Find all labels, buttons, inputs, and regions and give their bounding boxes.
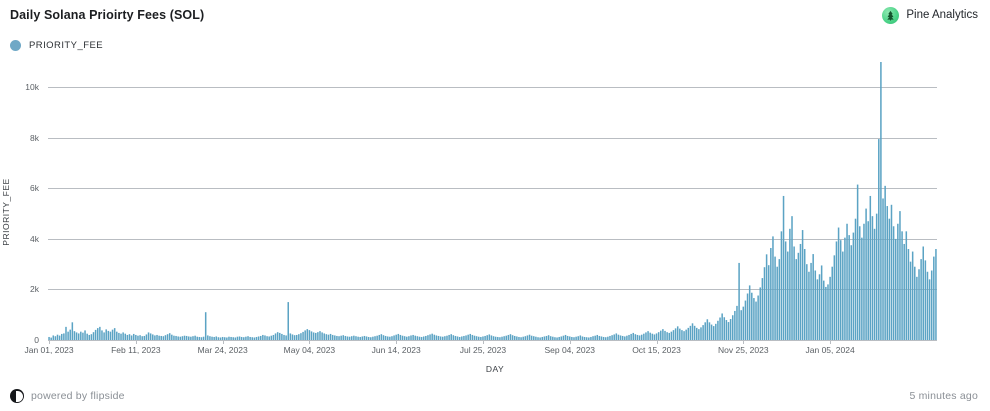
x-tick-label: Jan 01, 2023 [24, 345, 74, 355]
gridline-10k: 10k [25, 82, 937, 92]
x-tick-mark [482, 340, 484, 344]
powered-by-label: powered by flipside [31, 390, 125, 402]
y-tick-label-4k: 4k [30, 233, 39, 244]
y-tick-label-6k: 6k [30, 183, 39, 194]
x-tick-label: Feb 11, 2023 [111, 345, 161, 355]
x-tick-mark [396, 340, 398, 344]
page-title: Daily Solana Prioirty Fees (SOL) [10, 8, 205, 22]
x-tick-label: Jun 14, 2023 [371, 345, 421, 355]
plot-canvas: 0 2k 4k 6k 8k 10k [25, 62, 937, 345]
x-tick-label: Jul 25, 2023 [459, 345, 507, 355]
chart-footer: powered by flipside 5 minutes ago [0, 381, 990, 411]
chart-legend[interactable]: PRIORITY_FEE [10, 36, 103, 54]
x-tick-mark [309, 340, 311, 344]
gridline-6k: 6k [30, 183, 937, 193]
y-tick-label-10k: 10k [25, 82, 39, 93]
x-tick-label: Oct 15, 2023 [632, 345, 681, 355]
chart-header: Daily Solana Prioirty Fees (SOL) Pine An… [0, 0, 990, 30]
x-tick-mark [222, 340, 224, 344]
gridline-0: 0 [34, 335, 937, 345]
brand-badge: Pine Analytics [882, 6, 978, 24]
x-tick-label: Sep 04, 2023 [544, 345, 596, 355]
flipside-logo-icon [10, 389, 24, 403]
last-updated-label: 5 minutes ago [909, 390, 978, 402]
legend-swatch-priority-fee [10, 39, 21, 51]
y-tick-label-2k: 2k [30, 284, 39, 295]
x-tick-mark [135, 340, 137, 344]
legend-label-priority-fee: PRIORITY_FEE [29, 39, 104, 51]
plot-area: PRIORITY_FEE 0 2k 4k 6k 8k 10k [0, 62, 990, 362]
x-tick-label: Mar 24, 2023 [197, 345, 248, 355]
x-axis: Jan 01, 2023 Feb 11, 2023 Mar 24, 2023 May … [24, 340, 937, 360]
x-tick-mark [569, 340, 571, 344]
gridline-2k: 2k [30, 284, 937, 294]
bar-series-priority-fee[interactable] [48, 62, 937, 340]
x-tick-mark [49, 340, 51, 344]
brand-name: Pine Analytics [906, 9, 978, 21]
x-tick-mark [830, 340, 832, 344]
gridline-8k: 8k [30, 133, 937, 143]
y-tick-label-0: 0 [34, 335, 39, 345]
x-tick-mark [656, 340, 658, 344]
pine-tree-icon [882, 6, 900, 24]
x-tick-label: Jan 05, 2024 [805, 345, 855, 355]
powered-by-flipside[interactable]: powered by flipside [10, 389, 125, 403]
x-tick-label: Nov 25, 2023 [718, 345, 769, 355]
y-tick-label-8k: 8k [30, 132, 39, 143]
y-axis-title: PRIORITY_FEE [1, 178, 11, 246]
gridline-4k: 4k [30, 234, 937, 244]
x-axis-title: DAY [485, 364, 505, 374]
x-tick-mark [743, 340, 745, 344]
x-tick-label: May 04, 2023 [283, 345, 336, 355]
